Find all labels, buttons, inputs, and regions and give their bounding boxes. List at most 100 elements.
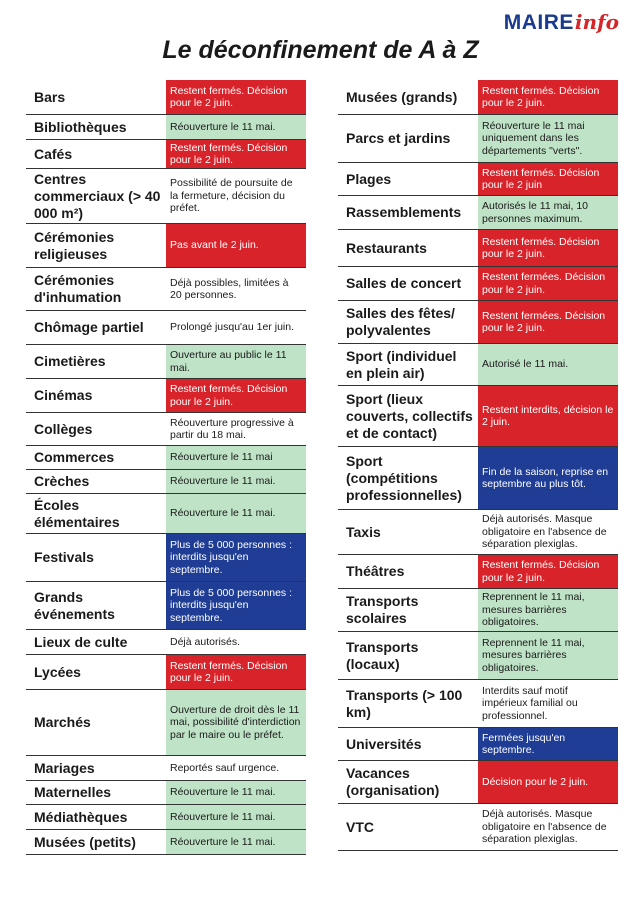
row-label: Médiathèques: [34, 808, 128, 825]
row-status: Restent fermés. Décision pour le 2 juin.: [166, 140, 306, 168]
row-status: Déjà autorisés. Masque obligatoire en l'…: [478, 804, 618, 850]
row-label: Écoles élémentaires: [34, 496, 120, 530]
table-row: Écoles élémentaires Réouverture le 11 mai…: [26, 494, 306, 534]
table-row: Musées (grands) Restent fermés. Décision …: [338, 80, 618, 115]
row-status: Réouverture le 11 mai: [166, 446, 306, 469]
row-label: Plages: [346, 170, 392, 187]
row-status: Réouverture le 11 mai.: [166, 494, 306, 533]
row-status: Réouverture le 11 mai uniquement dans le…: [478, 115, 618, 162]
row-status: Reportés sauf urgence.: [166, 756, 306, 780]
table-row: Cérémonies religieuses Pas avant le 2 jui…: [26, 224, 306, 268]
row-status: Interdits sauf motif impérieux familial …: [478, 680, 618, 727]
row-label: Lycées: [34, 663, 81, 680]
row-status: Prolongé jusqu'au 1er juin.: [166, 311, 306, 344]
table-row: Parcs et jardins Réouverture le 11 mai un…: [338, 115, 618, 163]
row-label: Restaurants: [346, 239, 427, 256]
row-status: Ouverture au public le 11 mai.: [166, 345, 306, 378]
row-label: Taxis: [346, 523, 381, 540]
table-row: Musées (petits) Réouverture le 11 mai.: [26, 830, 306, 855]
row-label: Centres commerciaux (> 40 000 m²): [34, 170, 161, 221]
row-status: Reprennent le 11 mai, mesures barrières …: [478, 589, 618, 631]
table-row: Plages Restent fermés. Décision pour le 2…: [338, 163, 618, 196]
row-label: Cérémonies d'inhumation: [34, 272, 122, 305]
row-status: Fin de la saison, reprise en septembre a…: [478, 447, 618, 509]
row-label: Lieux de culte: [34, 633, 128, 650]
row-status: Restent fermées. Décision pour le 2 juin…: [478, 301, 618, 343]
row-label: Transports (> 100 km): [346, 686, 463, 720]
table-row: Chômage partiel Prolongé jusqu'au 1er jui…: [26, 311, 306, 345]
table-row: Salles de concert Restent fermées. Décisi…: [338, 267, 618, 301]
row-label: Musées (grands): [346, 88, 458, 105]
row-status: Restent fermés. Décision pour le 2 juin.: [166, 80, 306, 114]
table-row: Universités Fermées jusqu'en septembre.: [338, 728, 618, 761]
row-status: Fermées jusqu'en septembre.: [478, 728, 618, 760]
table-row: Transports (> 100 km) Interdits sauf moti…: [338, 680, 618, 728]
table-row: Sport (compétitions professionnelles) Fin…: [338, 447, 618, 510]
table-row: Cinémas Restent fermés. Décision pour le …: [26, 379, 306, 413]
row-label: Transports scolaires: [346, 593, 419, 626]
row-status: Restent fermés. Décision pour le 2 juin.: [166, 379, 306, 412]
row-status: Plus de 5 000 personnes : interdits jusq…: [166, 534, 306, 581]
table-row: Théâtres Restent fermés. Décision pour le…: [338, 555, 618, 589]
table-row: Vacances (organisation) Décision pour le …: [338, 761, 618, 804]
row-status: Restent fermés. Décision pour le 2 juin.: [478, 80, 618, 114]
row-label: Rassemblements: [346, 204, 462, 220]
row-status: Réouverture progressive à partir du 18 m…: [166, 413, 306, 445]
row-status: Pas avant le 2 juin.: [166, 224, 306, 267]
row-label: Cinémas: [34, 387, 93, 403]
row-label: Sport (compétitions professionnelles): [346, 452, 462, 503]
row-label: Musées (petits): [34, 833, 136, 850]
row-label: Cafés: [34, 145, 73, 162]
row-label: Parcs et jardins: [346, 130, 451, 146]
left-column: Bars Restent fermés. Décision pour le 2 j…: [26, 80, 306, 855]
row-label: Salles des fêtes/ polyvalentes: [346, 305, 455, 338]
row-label: Festivals: [34, 549, 94, 565]
row-label: Bars: [34, 88, 66, 105]
row-status: Restent fermées. Décision pour le 2 juin…: [478, 267, 618, 300]
maireinfo-logo: MAIRE info: [504, 10, 619, 35]
table-row: Transports scolaires Reprennent le 11 mai…: [338, 589, 618, 632]
row-label: Salles de concert: [346, 275, 462, 291]
row-label: Collèges: [34, 420, 93, 437]
row-status: Ouverture de droit dès le 11 mai, possib…: [166, 690, 306, 755]
table-row: Crèches Réouverture le 11 mai.: [26, 470, 306, 494]
table-row: Maternelles Réouverture le 11 mai.: [26, 781, 306, 805]
table-row: Festivals Plus de 5 000 personnes : inter…: [26, 534, 306, 582]
logo-part-info: info: [574, 10, 619, 34]
table-row: Taxis Déjà autorisés. Masque obligatoire …: [338, 510, 618, 555]
row-status: Restent fermés. Décision pour le 2 juin.: [166, 655, 306, 689]
row-status: Restent fermés. Décision pour le 2 juin.: [478, 230, 618, 266]
page-title: Le déconfinement de A à Z: [162, 36, 479, 64]
table-row: Marchés Ouverture de droit dès le 11 mai,…: [26, 690, 306, 756]
right-column: Musées (grands) Restent fermés. Décision …: [338, 80, 618, 851]
row-label: Crèches: [34, 473, 90, 489]
row-label: Marchés: [34, 714, 91, 730]
table-row: Lycées Restent fermés. Décision pour le 2…: [26, 655, 306, 690]
row-label: Cérémonies religieuses: [34, 228, 115, 262]
row-status: Possibilité de poursuite de la fermeture…: [166, 169, 306, 223]
table-row: Sport (individuel en plein air) Autorisé …: [338, 344, 618, 386]
row-label: Sport (individuel en plein air): [346, 347, 457, 381]
row-status: Décision pour le 2 juin.: [478, 761, 618, 803]
table-row: Commerces Réouverture le 11 mai: [26, 446, 306, 470]
row-label: Transports (locaux): [346, 638, 419, 672]
row-status: Restent interdits, décision le 2 juin.: [478, 386, 618, 446]
table-row: Cimetières Ouverture au public le 11 mai.: [26, 345, 306, 379]
row-status: Réouverture le 11 mai.: [166, 830, 306, 854]
table-row: Médiathèques Réouverture le 11 mai.: [26, 805, 306, 830]
row-label: Cimetières: [34, 353, 106, 369]
table-row: Bars Restent fermés. Décision pour le 2 j…: [26, 80, 306, 115]
table-row: Sport (lieux couverts, collectifs et de …: [338, 386, 618, 447]
row-status: Déjà autorisés.: [166, 630, 306, 654]
row-status: Plus de 5 000 personnes : interdits jusq…: [166, 582, 306, 629]
table-row: Cafés Restent fermés. Décision pour le 2 …: [26, 140, 306, 169]
row-status: Réouverture le 11 mai.: [166, 781, 306, 804]
table-row: Bibliothèques Réouverture le 11 mai.: [26, 115, 306, 140]
table-row: Collèges Réouverture progressive à partir…: [26, 413, 306, 446]
row-label: Grands événements: [34, 588, 115, 622]
row-status: Déjà possibles, limitées à 20 personnes.: [166, 268, 306, 310]
table-row: Transports (locaux) Reprennent le 11 mai,…: [338, 632, 618, 680]
row-label: Mariages: [34, 759, 95, 776]
row-status: Autorisés le 11 mai, 10 personnes maximu…: [478, 196, 618, 229]
row-label: VTC: [346, 818, 374, 835]
